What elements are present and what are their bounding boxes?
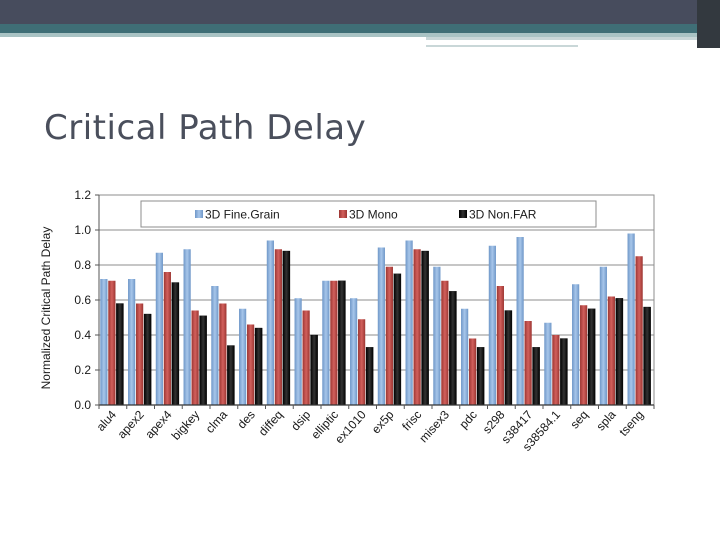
y-tick-label: 1.2 xyxy=(74,188,91,202)
y-tick-label: 0.8 xyxy=(74,258,91,272)
bar xyxy=(136,303,144,405)
bar xyxy=(128,279,136,405)
header-band xyxy=(0,0,720,24)
x-tick-label: ex1010 xyxy=(332,407,369,446)
x-tick-label: seq xyxy=(567,408,590,432)
bar xyxy=(100,279,108,405)
x-tick-label: pdc xyxy=(456,408,479,432)
bar xyxy=(219,303,227,405)
bar xyxy=(254,327,263,406)
legend-entry-label: 3D Non.FAR xyxy=(469,208,537,222)
legend-box xyxy=(140,200,597,228)
bar xyxy=(560,338,568,406)
legend-entry-label: 3D Fine.Grain xyxy=(205,208,280,222)
x-tick-label: tseng xyxy=(616,408,646,439)
header-corner-block xyxy=(697,0,720,48)
bar xyxy=(393,273,402,406)
y-tick-label: 0.2 xyxy=(74,363,91,377)
bar xyxy=(358,319,366,405)
bar xyxy=(143,313,152,406)
bar xyxy=(544,322,552,405)
y-axis-label: Normalized Critical Path Delay xyxy=(39,227,53,390)
bar xyxy=(476,347,485,406)
bar xyxy=(607,296,615,405)
header-teal-stripe xyxy=(0,24,720,33)
bar xyxy=(282,250,291,406)
slide-title: Critical Path Delay xyxy=(44,108,367,148)
bar xyxy=(504,310,513,406)
bar xyxy=(338,280,346,406)
bar xyxy=(239,308,247,405)
x-tick-label: des xyxy=(234,408,257,432)
bar xyxy=(421,250,429,406)
bar xyxy=(461,308,469,405)
bar xyxy=(155,252,163,405)
bar xyxy=(433,266,441,405)
bar xyxy=(350,298,358,405)
bar xyxy=(116,303,124,406)
bar xyxy=(163,272,171,405)
x-tick-label: clma xyxy=(203,407,231,435)
x-tick-label: diffeq xyxy=(256,408,286,439)
bar xyxy=(532,347,540,406)
y-tick-label: 0.0 xyxy=(74,398,91,412)
bar xyxy=(615,298,624,406)
bar xyxy=(385,266,393,405)
bar xyxy=(488,245,496,405)
bar xyxy=(171,282,180,406)
bar xyxy=(469,338,477,405)
legend-swatch xyxy=(339,210,347,218)
y-tick-label: 1.0 xyxy=(74,223,91,237)
bar xyxy=(496,286,504,405)
bar xyxy=(302,310,310,405)
bar xyxy=(580,305,588,405)
bar xyxy=(377,247,385,405)
bar xyxy=(211,286,219,405)
x-tick-label: apex4 xyxy=(142,407,174,441)
bar xyxy=(627,233,635,405)
x-tick-label: frisc xyxy=(399,408,424,434)
legend-entry-label: 3D Mono xyxy=(349,208,398,222)
bar xyxy=(227,345,235,406)
bar xyxy=(587,308,596,406)
header-accent-line xyxy=(426,37,697,40)
bar xyxy=(266,240,274,405)
bar xyxy=(183,249,191,405)
header-accent-line-short xyxy=(426,45,578,47)
x-tick-label: misex3 xyxy=(416,407,452,445)
bar xyxy=(413,249,421,405)
bar xyxy=(191,310,199,405)
bar-chart: 0.00.20.40.60.81.01.2alu4apex2apex4bigke… xyxy=(39,188,655,454)
bar xyxy=(572,284,580,405)
bar xyxy=(516,237,524,405)
bar xyxy=(330,280,338,405)
bar xyxy=(310,334,318,406)
bar xyxy=(199,315,207,406)
bar xyxy=(441,280,449,405)
y-tick-label: 0.6 xyxy=(74,293,91,307)
bar xyxy=(643,306,651,406)
bar xyxy=(635,256,643,405)
x-tick-label: ex5p xyxy=(369,407,397,436)
bar xyxy=(405,240,413,405)
bar xyxy=(108,280,116,405)
bar xyxy=(449,291,457,406)
x-tick-label: bigkey xyxy=(169,408,203,443)
legend-swatch xyxy=(195,210,203,218)
bar xyxy=(247,324,255,405)
bar xyxy=(552,335,560,405)
bar xyxy=(294,298,302,405)
bar xyxy=(274,249,282,405)
bar xyxy=(524,321,532,405)
legend-swatch xyxy=(459,210,467,218)
y-tick-label: 0.4 xyxy=(74,328,91,342)
x-tick-label: apex2 xyxy=(115,407,147,441)
bar xyxy=(322,280,330,405)
bar xyxy=(599,266,607,405)
header-light-stripe xyxy=(0,33,720,37)
bar xyxy=(365,347,374,406)
